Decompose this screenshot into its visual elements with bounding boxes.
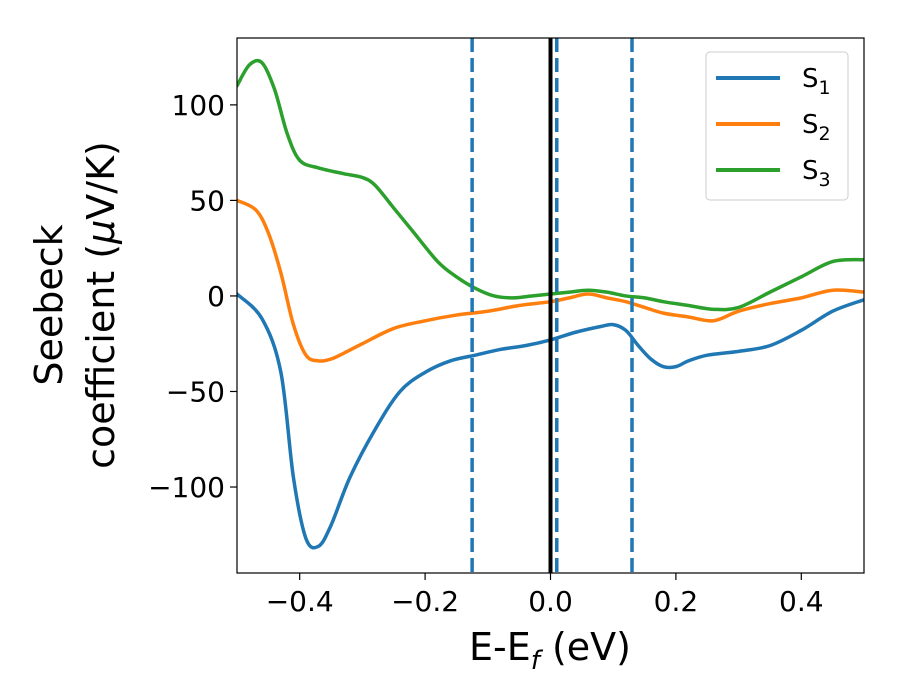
x-tick-label: 0.2: [654, 585, 699, 618]
series-line-s3: [237, 58, 864, 312]
x-tick-label: −0.4: [266, 585, 334, 618]
legend-label-s1: S1: [802, 64, 831, 99]
y-axis-label-line2: coefficient (μV/K): [79, 141, 123, 469]
x-tick-label: 0.4: [779, 585, 824, 618]
y-tick-label: 0: [207, 280, 225, 313]
y-axis-label-post: V/K): [79, 141, 123, 220]
legend-label-s3: S3: [802, 156, 831, 191]
y-axis-label-pre: coefficient (: [79, 244, 123, 469]
y-tick-label: 50: [189, 184, 225, 217]
x-axis-label-unit: (eV): [540, 625, 631, 669]
series-line-s2: [237, 198, 864, 363]
x-axis-label: E-E: [469, 625, 531, 669]
y-tick-label: 100: [172, 89, 225, 122]
legend: S1 S2 S3: [705, 51, 849, 201]
x-axis-title: E-Ef (eV): [469, 625, 631, 676]
y-tick-label: −50: [166, 375, 225, 408]
y-axis-label-mu: μ: [79, 220, 123, 245]
x-tick-label: −0.2: [391, 585, 459, 618]
y-axis-title: Seebeck coefficient (μV/K): [27, 141, 123, 469]
y-tick-label: −100: [148, 471, 225, 504]
y-axis-label-line1: Seebeck: [27, 224, 71, 385]
x-tick-label: 0.0: [528, 585, 573, 618]
legend-label-s2: S2: [802, 110, 831, 145]
